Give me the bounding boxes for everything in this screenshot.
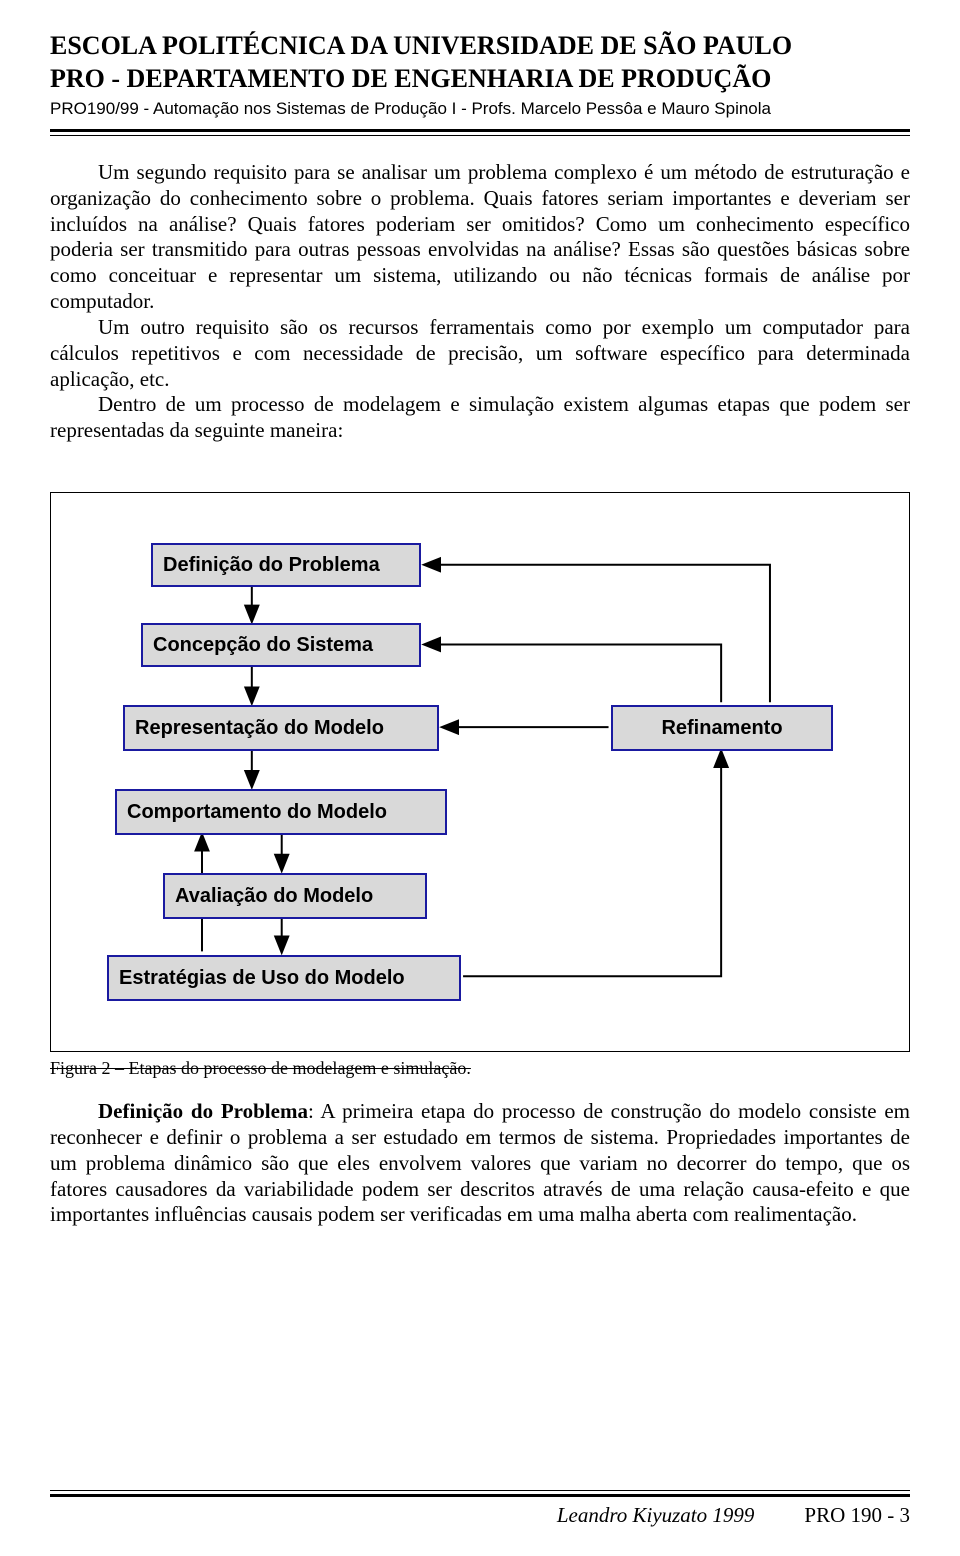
paragraph-2: Um outro requisito são os recursos ferra… [50,315,910,392]
header-line1: ESCOLA POLITÉCNICA DA UNIVERSIDADE DE SÃ… [50,30,910,63]
node-avaliacao-modelo: Avaliação do Modelo [163,873,427,919]
footer-rule-thick [50,1494,910,1497]
paragraph-1: Um segundo requisito para se analisar um… [50,160,910,315]
header-rule-thick [50,129,910,132]
header-line2: PRO - DEPARTAMENTO DE ENGENHARIA DE PROD… [50,63,910,96]
node-concepcao-sistema: Concepção do Sistema [141,623,421,667]
node-refinamento: Refinamento [611,705,833,751]
node-representacao-modelo: Representação do Modelo [123,705,439,751]
body-text: Um segundo requisito para se analisar um… [50,160,910,444]
footer-rule-thin [50,1490,910,1491]
header-rule-thin [50,135,910,136]
page-header: ESCOLA POLITÉCNICA DA UNIVERSIDADE DE SÃ… [50,30,910,136]
flowchart-frame: Definição do Problema Concepção do Siste… [50,492,910,1052]
footer-pageref: PRO 190 - 3 [804,1503,910,1528]
footer-author: Leandro Kiyuzato 1999 [557,1503,755,1528]
node-definicao-problema: Definição do Problema [151,543,421,587]
section-paragraph: Definição do Problema: A primeira etapa … [50,1099,910,1228]
header-subtitle: PRO190/99 - Automação nos Sistemas de Pr… [50,99,910,119]
node-comportamento-modelo: Comportamento do Modelo [115,789,447,835]
section-title: Definição do Problema [98,1099,308,1123]
page-footer: Leandro Kiyuzato 1999 PRO 190 - 3 [50,1490,910,1528]
paragraph-3: Dentro de um processo de modelagem e sim… [50,392,910,444]
figure-caption: Figura 2 – Etapas do processo de modelag… [50,1058,910,1079]
node-estrategias-uso-modelo: Estratégias de Uso do Modelo [107,955,461,1001]
